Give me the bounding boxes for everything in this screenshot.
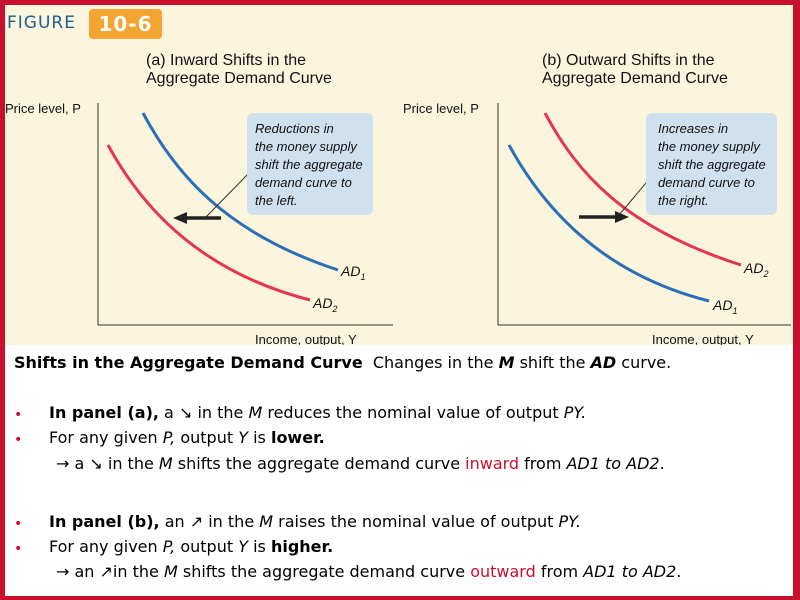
bullet-marker: •: [14, 432, 23, 448]
panel-b-diagram: Price level, P Income, output, Y AD2 AD1…: [403, 101, 791, 345]
panel-b-note-leader: [618, 176, 652, 216]
panel-a-note-box: [247, 113, 373, 215]
panel-b-note-box: [646, 113, 777, 215]
panel-b-line1: In panel (b), an ↗ in the M raises the n…: [49, 512, 581, 531]
panel-b-line2: For any given P, output Y is higher.: [49, 537, 334, 556]
panel-a-note-line2: the money supply: [255, 139, 358, 154]
panel-a-note-line1: Reductions in: [255, 121, 334, 136]
panel-b-ad1-curve: [507, 144, 710, 303]
panel-b-title-line2: Aggregate Demand Curve: [542, 70, 728, 87]
panel-a-diagram: Price level, P Income, output, Y AD1 AD2…: [5, 101, 393, 345]
panel-a-y-axis-label: Price level, P: [5, 101, 81, 116]
figure-number-badge: 10-6: [89, 9, 162, 39]
panel-b-x-axis-label: Income, output, Y: [652, 332, 754, 345]
panel-a-ad2-curve: [106, 144, 311, 302]
panel-b-note-line3: shift the aggregate: [658, 157, 766, 172]
panel-a-note-line4: demand curve to: [255, 175, 352, 190]
panel-b-ad2-label: AD2: [743, 260, 768, 279]
heading-bold: Shifts in the Aggregate Demand Curve: [14, 353, 363, 372]
panel-a-shift-arrowhead: [173, 212, 187, 224]
panel-a-line2: For any given P, output Y is lower.: [49, 428, 325, 447]
panel-a-ad1-label: AD1: [340, 263, 365, 282]
panel-b-note-line5: the right.: [658, 193, 709, 208]
panel-a-line3: → a ↘ in the M shifts the aggregate dema…: [56, 454, 665, 473]
panel-a-title-line2: Aggregate Demand Curve: [146, 70, 332, 87]
panel-a-x-axis-label: Income, output, Y: [255, 332, 357, 345]
bullet-marker: •: [14, 541, 23, 557]
panel-b-note-line4: demand curve to: [658, 175, 755, 190]
panel-a-note-leader: [204, 172, 250, 219]
panel-a-title-line1: (a) Inward Shifts in the: [146, 52, 307, 69]
bullet-marker: •: [14, 516, 23, 532]
panel-b-y-axis-label: Price level, P: [403, 101, 479, 116]
panel-a-line1: In panel (a), a ↘ in the M reduces the n…: [49, 403, 587, 422]
figure-area: FIGURE 10-6 (a) Inward Shifts in the Agg…: [5, 5, 793, 345]
panel-a-ad1-curve: [141, 112, 339, 272]
panel-b-note-line2: the money supply: [658, 139, 761, 154]
panel-a-ad2-label: AD2: [312, 295, 337, 314]
bullet-marker: •: [14, 407, 23, 423]
figure-label: FIGURE: [7, 13, 76, 33]
panel-b-note-line1: Increases in: [658, 121, 728, 136]
panel-b-ad1-label: AD1: [712, 297, 737, 316]
panel-b-title-line1: (b) Outward Shifts in the: [542, 52, 715, 69]
panel-a-note-line5: the left.: [255, 193, 298, 208]
panel-b-shift-arrowhead: [615, 211, 629, 223]
panel-a-note-line3: shift the aggregate: [255, 157, 363, 172]
panel-b-ad2-curve: [543, 112, 742, 267]
slide: FIGURE 10-6 (a) Inward Shifts in the Agg…: [5, 5, 793, 596]
panel-b-line3: → an ↗in the M shifts the aggregate dema…: [56, 562, 682, 581]
heading-line: Shifts in the Aggregate Demand Curve Cha…: [14, 353, 672, 372]
